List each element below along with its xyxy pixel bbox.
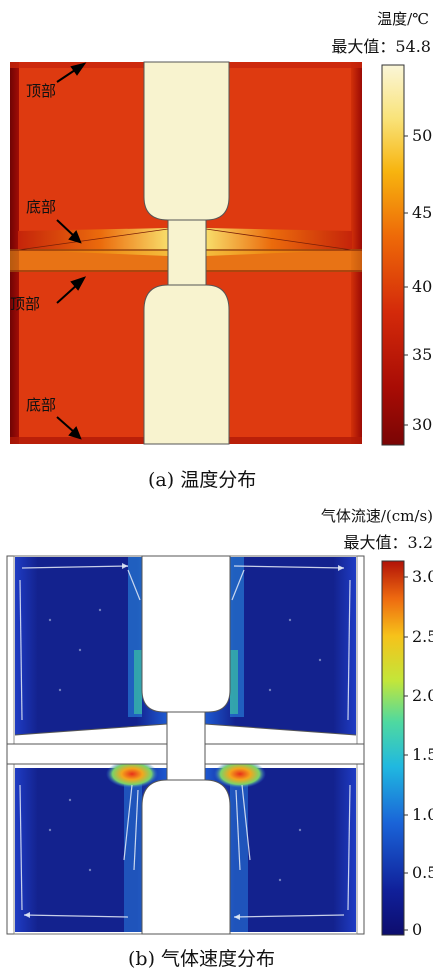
temp-colorbar bbox=[381, 64, 405, 446]
velocity-unit-label: 气体流速/(cm/s) bbox=[320, 507, 433, 525]
temp-tick-label: 30 bbox=[412, 415, 433, 434]
temp-tick-label: 40 bbox=[412, 277, 433, 296]
annotation-bottom-upper: 底部 bbox=[26, 198, 57, 216]
velocity-tick-label: 3.0 bbox=[412, 567, 433, 586]
temp-unit-label: 温度/℃ bbox=[377, 10, 429, 28]
temperature-map bbox=[10, 61, 408, 446]
velocity-cell-upper-right bbox=[205, 557, 356, 735]
temp-tick-label: 45 bbox=[412, 203, 433, 222]
annotation-top-upper: 顶部 bbox=[26, 82, 57, 100]
caption-b: (b) 气体速度分布 bbox=[128, 948, 276, 970]
flow-arrows bbox=[19, 565, 351, 918]
annotation-arrows bbox=[56, 62, 87, 440]
velocity-cell-upper-left bbox=[15, 557, 167, 735]
temp-max-label: 最大值：54.8 bbox=[331, 37, 431, 56]
velocity-cell-lower-right bbox=[205, 768, 356, 932]
velocity-tick-label: 0 bbox=[412, 920, 423, 939]
caption-a: (a) 温度分布 bbox=[148, 469, 257, 491]
velocity-cell-lower-left bbox=[15, 768, 167, 932]
velocity-tick-label: 2.0 bbox=[412, 686, 433, 705]
velocity-max-label: 最大值：3.2 bbox=[343, 533, 433, 552]
annotation-bottom-lower: 底部 bbox=[26, 396, 57, 414]
velocity-tick-label: 1.0 bbox=[412, 805, 433, 824]
temp-tick-label: 35 bbox=[412, 345, 433, 364]
temp-tick-label: 50 bbox=[412, 126, 433, 145]
temp-electrode bbox=[143, 61, 230, 445]
velocity-tick-label: 0.5 bbox=[412, 863, 433, 882]
velocity-tick-label: 1.5 bbox=[412, 745, 433, 764]
velocity-electrode bbox=[141, 555, 231, 935]
annotation-top-lower: 顶部 bbox=[10, 295, 41, 313]
velocity-colorbar bbox=[381, 560, 405, 936]
velocity-tick-label: 2.5 bbox=[412, 627, 433, 646]
